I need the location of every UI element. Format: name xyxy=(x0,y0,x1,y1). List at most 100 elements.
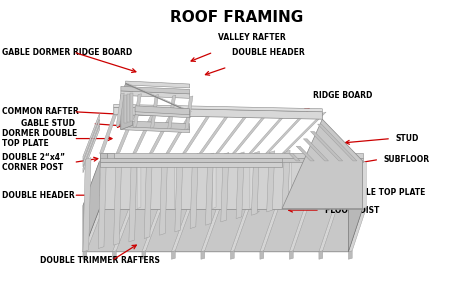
Polygon shape xyxy=(127,94,130,122)
Polygon shape xyxy=(236,152,244,218)
Polygon shape xyxy=(133,112,155,153)
Polygon shape xyxy=(142,208,162,252)
Polygon shape xyxy=(249,112,288,153)
Polygon shape xyxy=(98,157,106,249)
Polygon shape xyxy=(185,96,193,130)
Polygon shape xyxy=(100,158,363,162)
Polygon shape xyxy=(116,112,137,153)
Polygon shape xyxy=(348,208,366,252)
Text: DOUBLE HEADER: DOUBLE HEADER xyxy=(2,191,75,200)
Polygon shape xyxy=(282,119,363,209)
Polygon shape xyxy=(325,161,329,209)
Polygon shape xyxy=(100,158,282,162)
Polygon shape xyxy=(175,161,179,209)
Polygon shape xyxy=(160,155,168,235)
Polygon shape xyxy=(201,251,205,259)
Polygon shape xyxy=(83,208,103,252)
Polygon shape xyxy=(83,113,100,161)
Polygon shape xyxy=(303,139,328,161)
Polygon shape xyxy=(348,161,363,252)
Polygon shape xyxy=(265,112,307,153)
Polygon shape xyxy=(290,208,308,252)
Polygon shape xyxy=(175,154,183,232)
Polygon shape xyxy=(205,153,213,225)
Polygon shape xyxy=(83,158,91,252)
Polygon shape xyxy=(250,161,254,209)
Polygon shape xyxy=(182,112,212,153)
Text: DOUBLE HEADER: DOUBLE HEADER xyxy=(232,48,305,57)
Polygon shape xyxy=(129,156,137,242)
Polygon shape xyxy=(230,251,234,259)
Text: SUBFLOOR: SUBFLOOR xyxy=(384,155,430,164)
Text: RIDGE BOARD: RIDGE BOARD xyxy=(313,91,372,100)
Polygon shape xyxy=(201,208,220,252)
Polygon shape xyxy=(168,95,176,129)
Polygon shape xyxy=(212,161,216,209)
Polygon shape xyxy=(114,156,122,245)
Polygon shape xyxy=(100,162,282,167)
Polygon shape xyxy=(121,91,133,130)
Polygon shape xyxy=(142,251,146,259)
Text: FLOOR JOIST: FLOOR JOIST xyxy=(325,206,379,215)
Polygon shape xyxy=(267,151,275,212)
Polygon shape xyxy=(135,109,190,118)
Polygon shape xyxy=(363,161,366,209)
Polygon shape xyxy=(126,81,190,88)
Polygon shape xyxy=(121,124,190,133)
Polygon shape xyxy=(137,161,141,209)
Polygon shape xyxy=(83,209,363,252)
Text: © 2009 InterNACHI: © 2009 InterNACHI xyxy=(210,170,259,215)
Polygon shape xyxy=(232,112,269,153)
Polygon shape xyxy=(100,161,363,209)
Polygon shape xyxy=(114,107,322,119)
Polygon shape xyxy=(121,83,133,130)
Polygon shape xyxy=(318,124,357,161)
Polygon shape xyxy=(290,251,293,259)
Polygon shape xyxy=(348,251,352,259)
Polygon shape xyxy=(121,121,190,130)
Polygon shape xyxy=(199,112,231,153)
Polygon shape xyxy=(133,94,141,127)
Polygon shape xyxy=(287,161,291,209)
Polygon shape xyxy=(130,93,133,122)
Text: VALLEY RAFTER: VALLEY RAFTER xyxy=(218,33,286,42)
Polygon shape xyxy=(251,151,259,215)
Text: GABLE DORMER RIDGE BOARD: GABLE DORMER RIDGE BOARD xyxy=(2,48,133,57)
Polygon shape xyxy=(310,131,343,161)
Text: DORMER DOUBLE
TOP PLATE: DORMER DOUBLE TOP PLATE xyxy=(2,129,78,148)
Polygon shape xyxy=(112,251,116,259)
Text: DOUBLE TOP PLATE: DOUBLE TOP PLATE xyxy=(341,188,426,197)
Polygon shape xyxy=(319,208,337,252)
Polygon shape xyxy=(83,125,100,173)
Polygon shape xyxy=(114,104,322,112)
Polygon shape xyxy=(260,208,279,252)
Polygon shape xyxy=(172,208,191,252)
Polygon shape xyxy=(112,208,133,252)
Polygon shape xyxy=(100,153,363,158)
Polygon shape xyxy=(166,112,193,153)
Polygon shape xyxy=(172,251,175,259)
Polygon shape xyxy=(83,119,100,167)
Polygon shape xyxy=(296,146,314,161)
Polygon shape xyxy=(190,154,198,229)
Polygon shape xyxy=(149,112,174,153)
Polygon shape xyxy=(319,251,323,259)
Polygon shape xyxy=(221,153,229,222)
Text: ROOF FRAMING: ROOF FRAMING xyxy=(170,10,304,24)
Polygon shape xyxy=(124,95,127,123)
Polygon shape xyxy=(107,153,114,161)
Polygon shape xyxy=(151,94,158,128)
Polygon shape xyxy=(83,251,87,259)
Text: GABLE STUD: GABLE STUD xyxy=(21,119,75,128)
Text: COMMON RAFTER: COMMON RAFTER xyxy=(2,107,79,116)
Polygon shape xyxy=(144,155,152,238)
Polygon shape xyxy=(100,153,107,161)
Polygon shape xyxy=(83,161,100,252)
Text: DOUBLE TRIMMER RAFTERS: DOUBLE TRIMMER RAFTERS xyxy=(40,256,160,265)
Polygon shape xyxy=(135,106,190,115)
Polygon shape xyxy=(289,153,300,161)
Polygon shape xyxy=(121,86,190,94)
Polygon shape xyxy=(100,161,103,209)
Text: DOUBLE 2“x4”
CORNER POST: DOUBLE 2“x4” CORNER POST xyxy=(2,153,65,172)
Polygon shape xyxy=(100,112,118,153)
